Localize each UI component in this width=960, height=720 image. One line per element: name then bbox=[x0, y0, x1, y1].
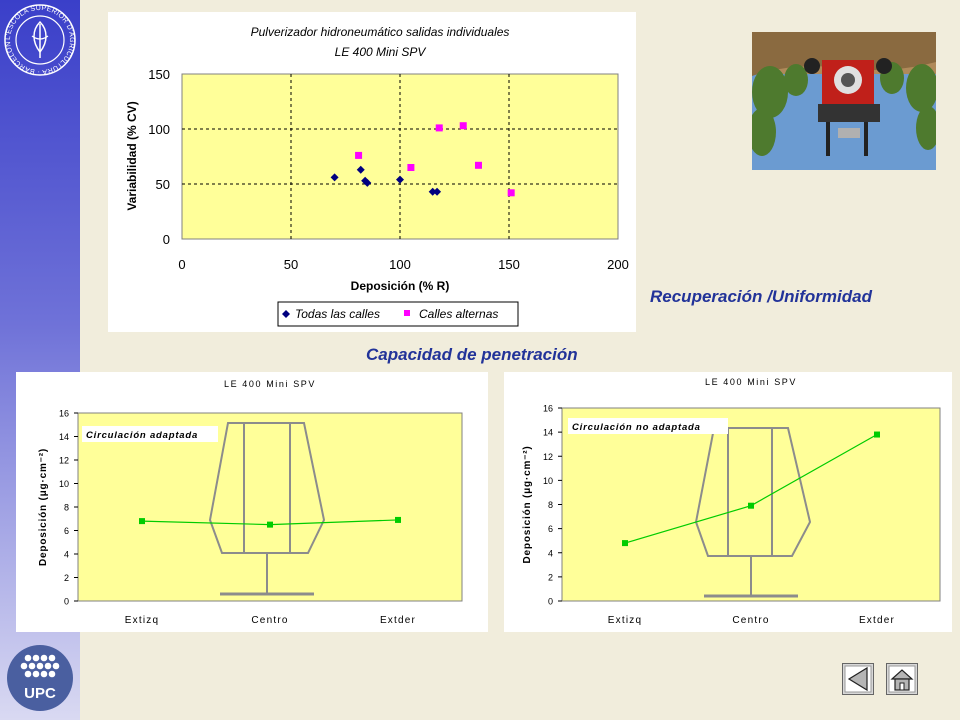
adapted-chart-point bbox=[267, 521, 273, 528]
scatter-point-todas bbox=[363, 178, 372, 187]
adapted-chart-x-tick-label: Extder bbox=[380, 615, 416, 626]
adapted-chart-point bbox=[139, 518, 145, 525]
scatter-y-tick-label: 0 bbox=[163, 232, 170, 247]
scatter-x-tick-label: 100 bbox=[389, 257, 411, 272]
nonadapted-chart-y-tick-label: 6 bbox=[548, 524, 553, 534]
adapted-chart-plot-area bbox=[77, 412, 463, 602]
scatter-point-todas bbox=[356, 165, 365, 174]
nonadapted-chart-point bbox=[622, 540, 628, 547]
back-button[interactable] bbox=[842, 663, 874, 695]
nonadapted-chart-x-tick-label: Centro bbox=[732, 615, 769, 626]
scatter-plot-area bbox=[181, 73, 619, 240]
scatter-point-alternas bbox=[407, 164, 415, 171]
scatter-x-tick-label: 200 bbox=[607, 257, 629, 272]
adapted-chart-y-tick-label: 4 bbox=[64, 550, 69, 560]
scatter-point-todas bbox=[433, 187, 442, 196]
adapted-chart-y-tick-label: 2 bbox=[64, 573, 69, 583]
scatter-chart: Pulverizador hidroneumático salidas indi… bbox=[125, 25, 629, 327]
adapted-chart-y-tick-label: 14 bbox=[59, 432, 69, 442]
scatter-point-todas bbox=[428, 187, 437, 196]
recovery-uniformity-caption: Recuperación /Uniformidad bbox=[650, 287, 872, 306]
legend-label-alternas: Calles alternas bbox=[419, 307, 498, 321]
adapted-chart-annotation-text: Circulación adaptada bbox=[86, 430, 198, 441]
adapted-chart-point bbox=[395, 516, 401, 523]
scatter-x-axis-label: Deposición (% R) bbox=[351, 279, 450, 293]
scatter-y-tick-label: 100 bbox=[148, 122, 170, 137]
adapted-chart-x-tick-label: Extizq bbox=[125, 615, 159, 626]
scatter-point-todas bbox=[330, 173, 339, 182]
scatter-point-todas bbox=[396, 175, 404, 184]
nonadapted-chart-y-tick-label: 4 bbox=[548, 548, 553, 558]
legend-marker-alternas bbox=[404, 310, 410, 316]
scatter-point-alternas bbox=[507, 189, 515, 197]
nonadapted-chart-x-tick-label: Extizq bbox=[608, 615, 642, 626]
scatter-chart-subtitle: LE 400 Mini SPV bbox=[335, 45, 427, 59]
nonadapted-chart-x-tick-label: Extder bbox=[859, 615, 895, 626]
back-triangle-icon bbox=[847, 666, 868, 692]
scatter-legend: Todas las calles Calles alternas bbox=[277, 301, 519, 327]
nonadapted-chart-point bbox=[748, 502, 754, 509]
nonadapted-chart-y-tick-label: 2 bbox=[548, 572, 553, 582]
upc-logo: UPC bbox=[7, 645, 73, 711]
penetration-caption: Capacidad de penetración bbox=[366, 345, 578, 364]
adapted-chart-y-axis-label: Deposición (μg·cm⁻²) bbox=[38, 448, 49, 566]
scatter-point-alternas bbox=[474, 161, 482, 169]
upc-logo-text: UPC bbox=[24, 685, 56, 702]
scatter-y-tick-label: 150 bbox=[148, 67, 170, 82]
adapted-chart-y-tick-label: 12 bbox=[59, 456, 69, 466]
adapted-chart-y-tick-label: 8 bbox=[64, 503, 69, 513]
legend-label-todas: Todas las calles bbox=[295, 307, 380, 321]
scatter-x-tick-label: 50 bbox=[284, 257, 298, 272]
home-icon bbox=[890, 669, 914, 691]
nonadapted-chart-y-tick-label: 14 bbox=[543, 428, 553, 438]
adapted-chart-y-tick-label: 10 bbox=[59, 479, 69, 489]
scatter-chart-title: Pulverizador hidroneumático salidas indi… bbox=[251, 25, 510, 39]
home-button[interactable] bbox=[886, 663, 918, 695]
adapted-chart-sprayer-outline bbox=[208, 422, 326, 596]
nonadapted-chart-title: LE 400 Mini SPV bbox=[705, 377, 797, 387]
nonadapted-chart-point bbox=[874, 431, 880, 438]
adapted-chart-x-tick-label: Centro bbox=[251, 615, 288, 626]
penetration-chart-adapted-panel: LE 400 Mini SPV 0 2 4 6 8 10 12 14 16 Deposición (… bbox=[16, 372, 488, 632]
nonadapted-chart-y-tick-label: 12 bbox=[543, 452, 553, 462]
nonadapted-chart-y-axis-label: Deposición (μg·cm⁻²) bbox=[522, 446, 533, 564]
nonadapted-chart-annotation: Circulación no adaptada bbox=[568, 418, 728, 434]
adapted-chart-y-tick-label: 6 bbox=[64, 526, 69, 536]
penetration-chart-nonadapted: LE 400 Mini SPV 0 2 4 6 8 10 12 14 16 Deposición (… bbox=[522, 377, 941, 626]
nonadapted-chart-y-tick-label: 0 bbox=[548, 597, 553, 607]
nonadapted-chart-annotation-text: Circulación no adaptada bbox=[572, 422, 701, 433]
adapted-chart-annotation: Circulación adaptada bbox=[82, 426, 218, 442]
school-logo: L'ESCOLA SUPERIOR D'AGRICULTURA · BARCEL… bbox=[2, 2, 76, 76]
nonadapted-chart-y-tick-label: 10 bbox=[543, 476, 553, 486]
scatter-point-alternas bbox=[459, 122, 467, 130]
adapted-chart-y-tick-label: 0 bbox=[64, 597, 69, 607]
penetration-chart-nonadapted-panel: LE 400 Mini SPV 0 2 4 6 8 10 12 14 16 Deposición (… bbox=[504, 372, 952, 632]
scatter-chart-panel: Pulverizador hidroneumático salidas indi… bbox=[108, 12, 636, 332]
legend-marker-todas bbox=[282, 310, 290, 318]
penetration-chart-adapted: LE 400 Mini SPV 0 2 4 6 8 10 12 14 16 Deposición (… bbox=[38, 379, 463, 626]
scatter-y-tick-label: 50 bbox=[156, 177, 170, 192]
nonadapted-chart-y-tick-label: 16 bbox=[543, 404, 553, 414]
scatter-point-alternas bbox=[355, 151, 363, 159]
nonadapted-chart-y-tick-label: 8 bbox=[548, 500, 553, 510]
scatter-x-tick-label: 0 bbox=[178, 257, 185, 272]
adapted-chart-y-tick-label: 16 bbox=[59, 409, 69, 419]
scatter-y-axis-label: Variabilidad (% CV) bbox=[125, 101, 139, 210]
scatter-point-alternas bbox=[435, 124, 443, 132]
scatter-x-tick-label: 150 bbox=[498, 257, 520, 272]
sprayer-photo bbox=[752, 32, 936, 170]
adapted-chart-title: LE 400 Mini SPV bbox=[224, 379, 316, 389]
